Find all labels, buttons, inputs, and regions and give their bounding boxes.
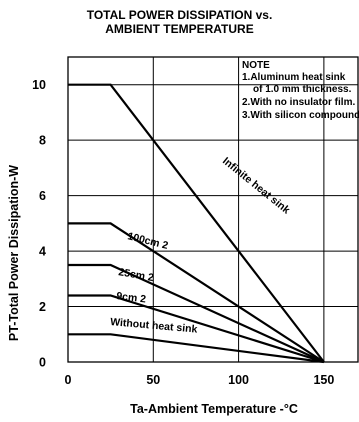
series-line-4 bbox=[68, 333, 325, 364]
label-9cm2: 9cm 2 bbox=[116, 290, 147, 306]
note-line-2: of 1.0 mm thickness. bbox=[253, 84, 352, 95]
x-tick-label: 100 bbox=[228, 373, 249, 387]
series-line-3 bbox=[68, 294, 325, 364]
series-line-1 bbox=[68, 222, 325, 363]
y-axis-label: PT-Total Power Dissipation-W bbox=[7, 165, 21, 341]
y-tick-label: 8 bbox=[39, 134, 46, 148]
label-25cm2: 25cm 2 bbox=[117, 266, 154, 284]
note-line-3: 2.With no insulator film. bbox=[242, 97, 355, 108]
plot-frame bbox=[67, 56, 359, 363]
series-line-0 bbox=[68, 83, 325, 363]
note-line-4: 3.With silicon compound. bbox=[242, 110, 359, 121]
chart-title-line-2: AMBIENT TEMPERATURE bbox=[105, 22, 254, 36]
x-axis-label: Ta-Ambient Temperature -°C bbox=[130, 402, 298, 416]
note-box: NOTE 1.Aluminum heat sink of 1.0 mm thic… bbox=[242, 60, 359, 121]
y-tick-label: 10 bbox=[32, 78, 46, 92]
note-line-1: 1.Aluminum heat sink bbox=[242, 72, 346, 83]
label-infinite-heat-sink: Infinite heat sink bbox=[220, 155, 292, 217]
y-tick-label: 0 bbox=[39, 356, 46, 370]
series-line-2 bbox=[68, 263, 325, 364]
x-tick-label: 150 bbox=[313, 373, 334, 387]
chart-title-line-1: TOTAL POWER DISSIPATION vs. bbox=[86, 8, 273, 22]
x-tick-label: 50 bbox=[146, 373, 160, 387]
x-tick-label: 0 bbox=[65, 373, 72, 387]
y-tick-label: 4 bbox=[39, 245, 46, 259]
y-tick-label: 2 bbox=[39, 300, 46, 314]
y-tick-label: 6 bbox=[39, 189, 46, 203]
note-heading: NOTE bbox=[242, 60, 270, 71]
